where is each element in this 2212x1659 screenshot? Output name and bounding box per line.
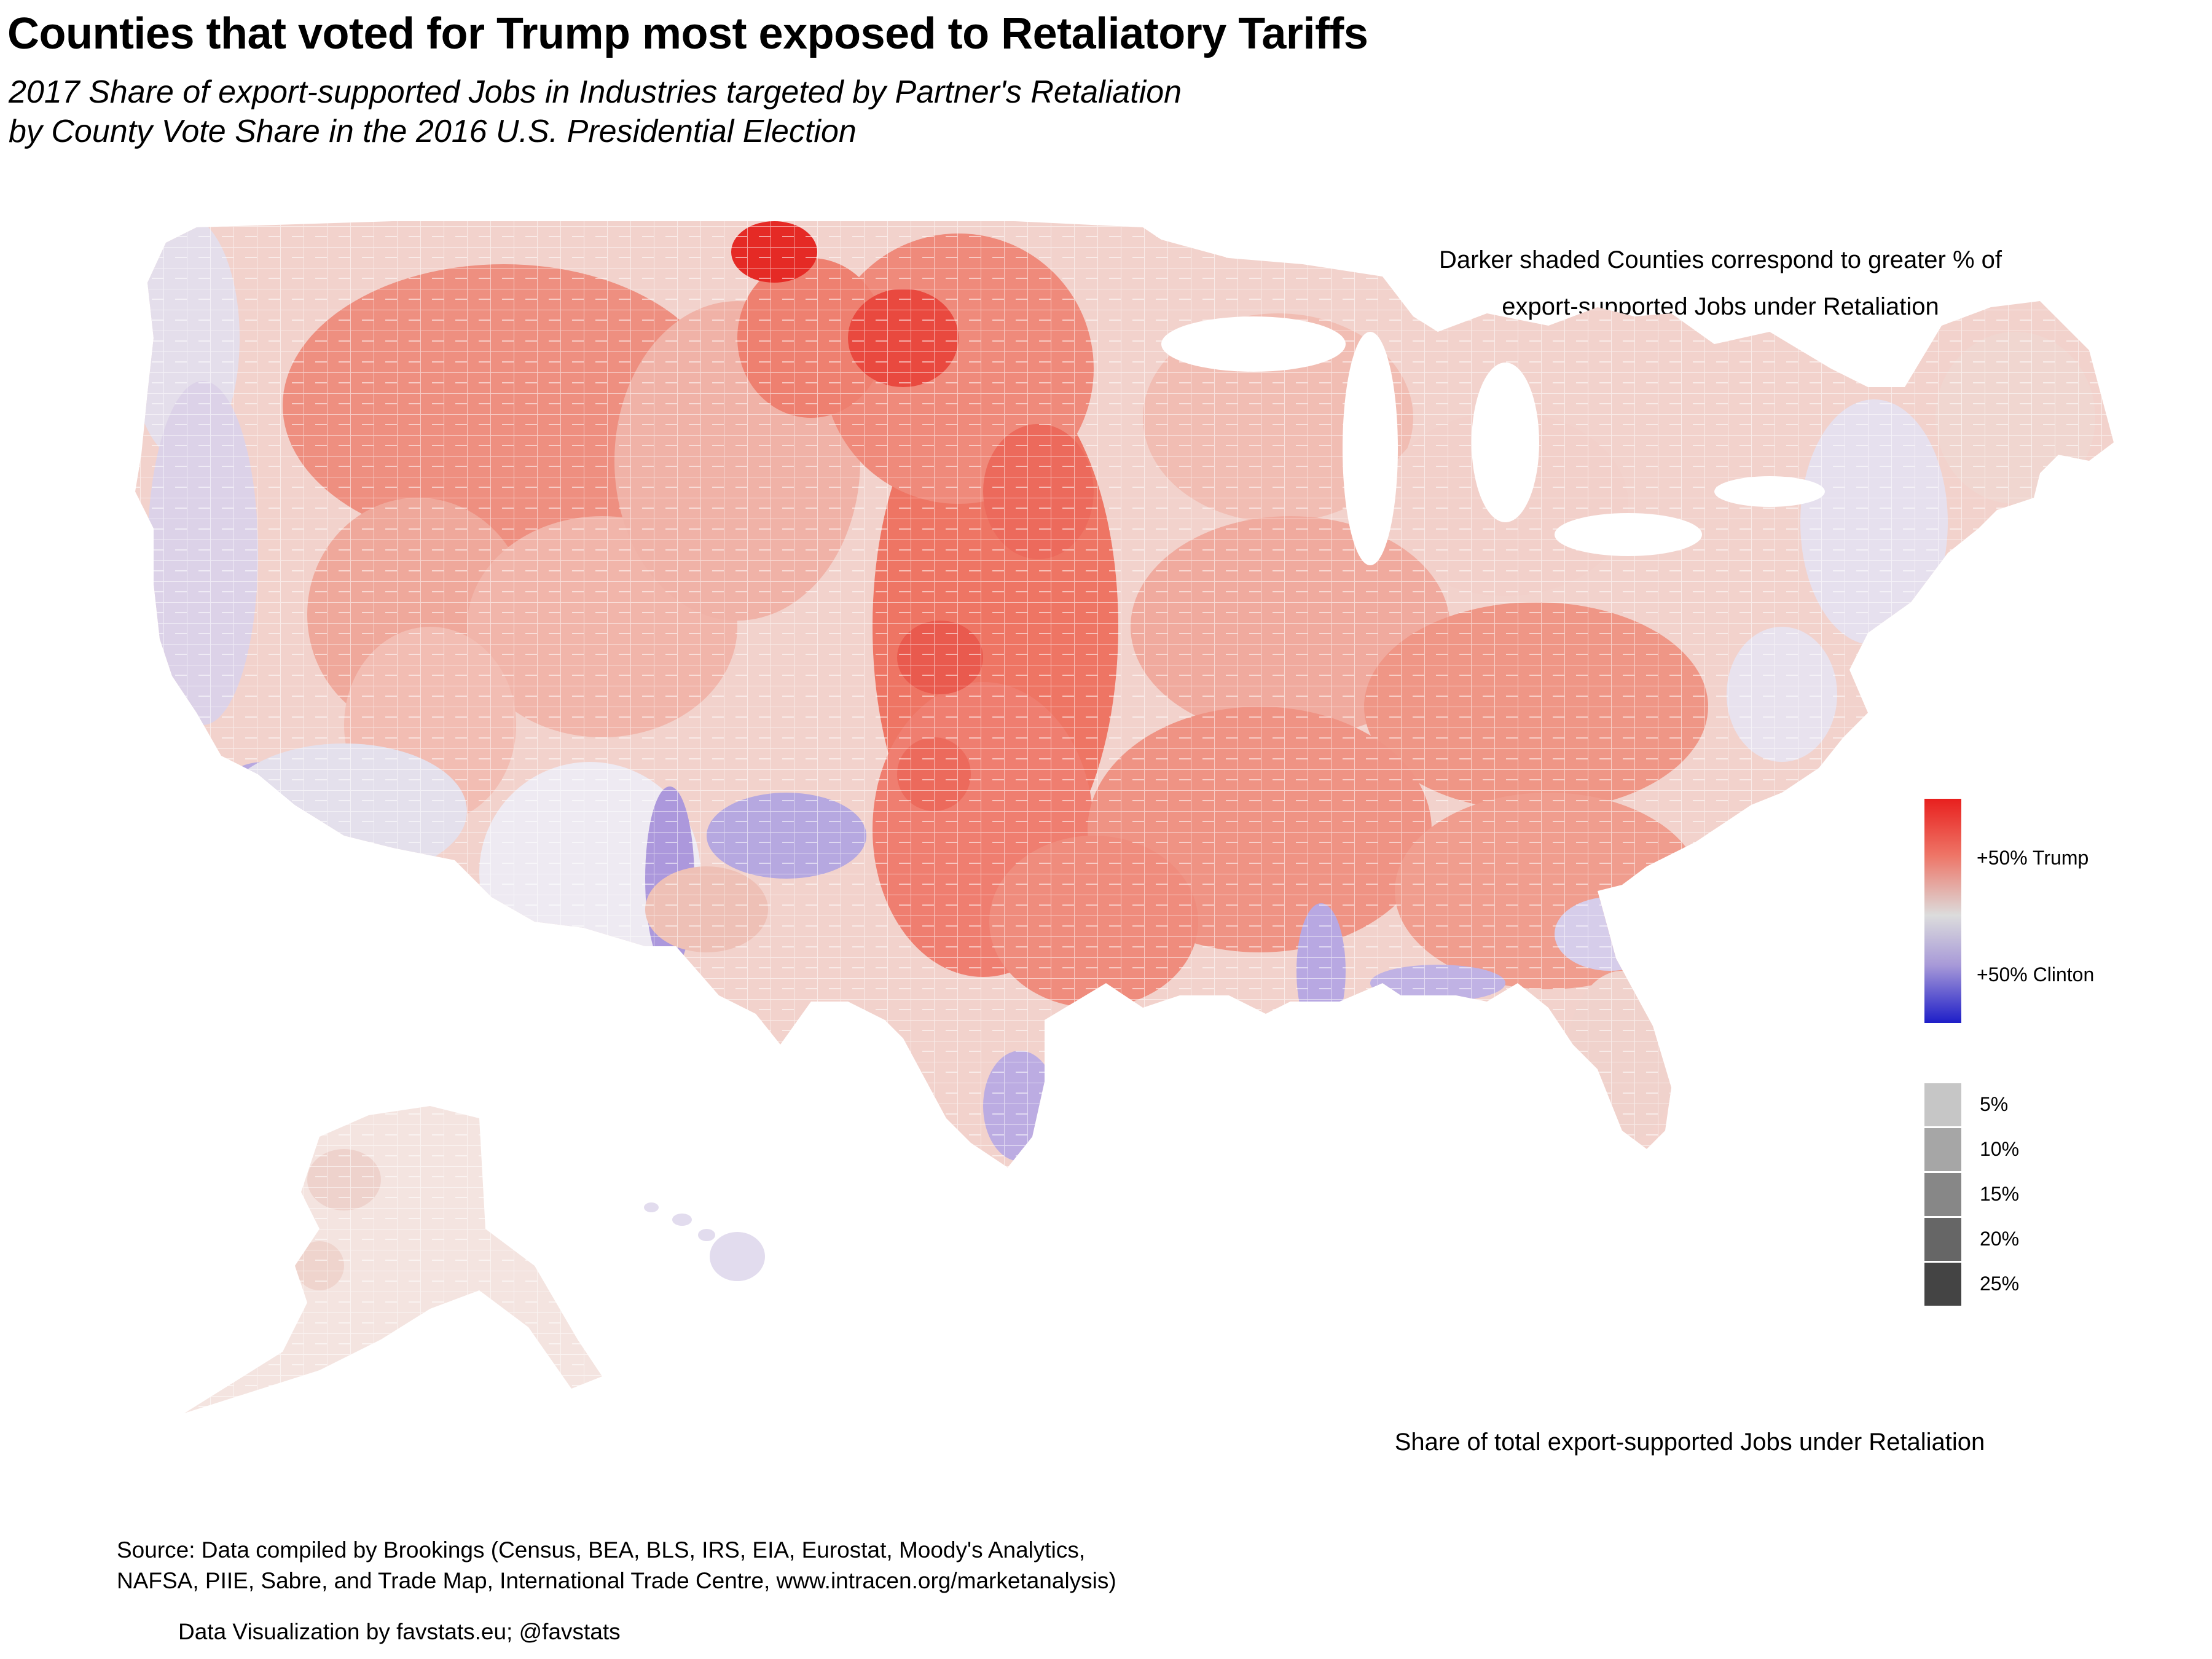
job-share-swatch (1924, 1173, 1961, 1216)
page-title: Counties that voted for Trump most expos… (7, 9, 1368, 58)
credit-note: Data Visualization by favstats.eu; @favs… (178, 1619, 621, 1644)
job-share-label: 20% (1980, 1228, 2020, 1250)
vote-share-colorbar (1924, 799, 1961, 1023)
job-share-swatch (1924, 1128, 1961, 1171)
us-county-map (135, 221, 2114, 1413)
legend-note: Darker shaded Counties correspond to gre… (1438, 246, 2002, 320)
job-share-legend-title: Share of total export-supported Jobs und… (1394, 1429, 1985, 1456)
contiguous-us-counties (135, 221, 2114, 1167)
legend-label-trump: +50% Trump (1977, 847, 2089, 869)
page-subtitle: 2017 Share of export-supported Jobs in I… (9, 74, 1182, 149)
job-share-swatch (1924, 1083, 1961, 1126)
legend-label-clinton: +50% Clinton (1977, 963, 2095, 986)
job-share-label: 15% (1980, 1183, 2020, 1205)
hawaii-counties (644, 1202, 765, 1281)
alaska-counties (184, 1106, 602, 1413)
vote-share-legend: +50% Trump +50% Clinton (1924, 799, 2094, 1023)
source-note: Source: Data compiled by Brookings (Cens… (117, 1537, 1116, 1593)
job-share-swatch (1924, 1218, 1961, 1261)
job-share-label: 25% (1980, 1273, 2020, 1295)
job-share-label: 10% (1980, 1138, 2020, 1160)
job-share-swatch (1924, 1263, 1961, 1306)
job-share-label: 5% (1980, 1093, 2009, 1115)
